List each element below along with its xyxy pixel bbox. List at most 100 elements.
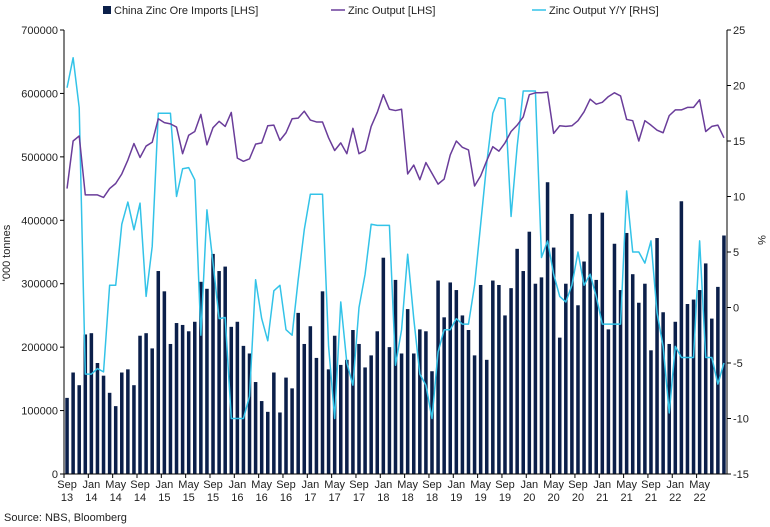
x-tick-year: 21	[596, 492, 608, 504]
x-tick-year: 13	[61, 492, 73, 504]
imports-bar	[710, 318, 714, 474]
imports-bar	[338, 364, 343, 474]
x-axis: Sep13Jan14May14Sep14Jan15May15Sep15Jan16…	[57, 474, 711, 504]
x-tick-month: Jan	[374, 479, 392, 491]
x-tick-year: 21	[645, 492, 657, 504]
x-tick-year: 18	[426, 492, 438, 504]
y-right-tick-label: 0	[733, 303, 739, 315]
x-tick-month: May	[397, 479, 418, 491]
imports-bar	[661, 312, 665, 474]
imports-bar	[205, 288, 209, 474]
imports-bar	[722, 235, 726, 474]
source-note: Source: NBS, Bloomberg	[4, 512, 127, 524]
imports-bar	[77, 385, 81, 474]
imports-bar	[533, 283, 538, 474]
imports-bar	[247, 353, 252, 474]
x-tick-month: Sep	[203, 479, 223, 491]
imports-bar	[600, 212, 605, 474]
x-tick-month: Jan	[301, 479, 319, 491]
imports-bar	[448, 282, 453, 474]
imports-bar	[545, 182, 550, 474]
imports-bar	[357, 343, 361, 474]
x-tick-year: 15	[158, 492, 170, 504]
imports-bar	[503, 315, 507, 474]
imports-bar	[351, 330, 355, 474]
x-tick-month: Sep	[422, 479, 442, 491]
imports-bar	[436, 280, 440, 474]
x-tick-year: 16	[256, 492, 268, 504]
x-tick-year: 17	[304, 492, 316, 504]
imports-bar	[618, 290, 623, 474]
x-tick-year: 16	[231, 492, 243, 504]
y-left-tick-label: 100000	[21, 406, 58, 418]
x-tick-month: Sep	[568, 479, 588, 491]
imports-bar	[557, 337, 562, 474]
imports-bar	[527, 231, 532, 474]
x-tick-year: 14	[110, 492, 122, 504]
y-axis-left-title: '000 tonnes	[1, 224, 13, 281]
x-tick-month: Sep	[276, 479, 296, 491]
imports-bar	[345, 359, 349, 474]
x-tick-year: 17	[329, 492, 341, 504]
imports-bar	[649, 350, 653, 474]
x-tick-year: 16	[280, 492, 292, 504]
x-tick-year: 14	[134, 492, 146, 504]
x-tick-year: 18	[377, 492, 389, 504]
imports-bar	[539, 277, 544, 474]
imports-bar	[685, 304, 690, 474]
y-axis-left: 0 100000 200000 300000 400000 500000 600000 700…	[21, 25, 64, 481]
x-tick-month: May	[470, 479, 491, 491]
x-tick-year: 22	[694, 492, 706, 504]
imports-bar	[418, 329, 422, 474]
x-tick-year: 15	[207, 492, 219, 504]
imports-bar	[126, 369, 130, 474]
zinc-output-line	[66, 91, 725, 199]
imports-bar	[150, 348, 154, 474]
imports-bar	[120, 372, 124, 474]
x-tick-month: May	[543, 479, 564, 491]
x-tick-month: Jan	[520, 479, 538, 491]
x-tick-month: May	[689, 479, 710, 491]
imports-bar	[381, 257, 386, 474]
x-tick-month: Jan	[593, 479, 611, 491]
imports-bar	[290, 388, 294, 474]
imports-bar	[576, 305, 580, 474]
x-tick-month: Sep	[130, 479, 150, 491]
y-left-tick-label: 400000	[21, 215, 58, 227]
legend-label-output-yy: Zinc Output Y/Y [RHS]	[549, 5, 659, 17]
imports-bar	[314, 357, 319, 474]
imports-bar	[582, 261, 586, 474]
y-right-tick-label: -15	[733, 469, 749, 481]
y-right-tick-label: 20	[733, 81, 745, 93]
imports-bar	[259, 401, 264, 474]
y-left-tick-label: 0	[52, 469, 58, 481]
imports-bar	[235, 321, 240, 474]
imports-bar	[637, 302, 641, 474]
x-tick-year: 20	[548, 492, 560, 504]
imports-bar	[144, 333, 148, 474]
legend-swatch-imports	[103, 6, 111, 14]
imports-bar	[399, 353, 404, 474]
y-axis-right: -15 -10 -5 0 5 10 15 20 25	[727, 25, 749, 481]
imports-bar	[697, 290, 702, 474]
x-tick-year: 19	[499, 492, 511, 504]
x-tick-month: Jan	[82, 479, 100, 491]
series-lines	[66, 57, 725, 420]
x-tick-month: May	[178, 479, 199, 491]
imports-bar	[691, 299, 696, 474]
imports-bar	[199, 281, 203, 474]
imports-bar	[320, 291, 325, 474]
y-axis-right-title: %	[755, 235, 767, 245]
imports-bar	[478, 284, 483, 474]
imports-bar	[454, 290, 459, 474]
x-tick-year: 15	[183, 492, 195, 504]
imports-bar	[564, 283, 568, 474]
imports-bar	[89, 333, 94, 474]
imports-bar	[284, 377, 288, 474]
y-left-tick-label: 200000	[21, 342, 58, 354]
imports-bar	[217, 271, 221, 474]
y-right-tick-label: 5	[733, 247, 739, 259]
zinc-output-yy-line	[66, 57, 725, 420]
imports-bar	[521, 271, 525, 474]
